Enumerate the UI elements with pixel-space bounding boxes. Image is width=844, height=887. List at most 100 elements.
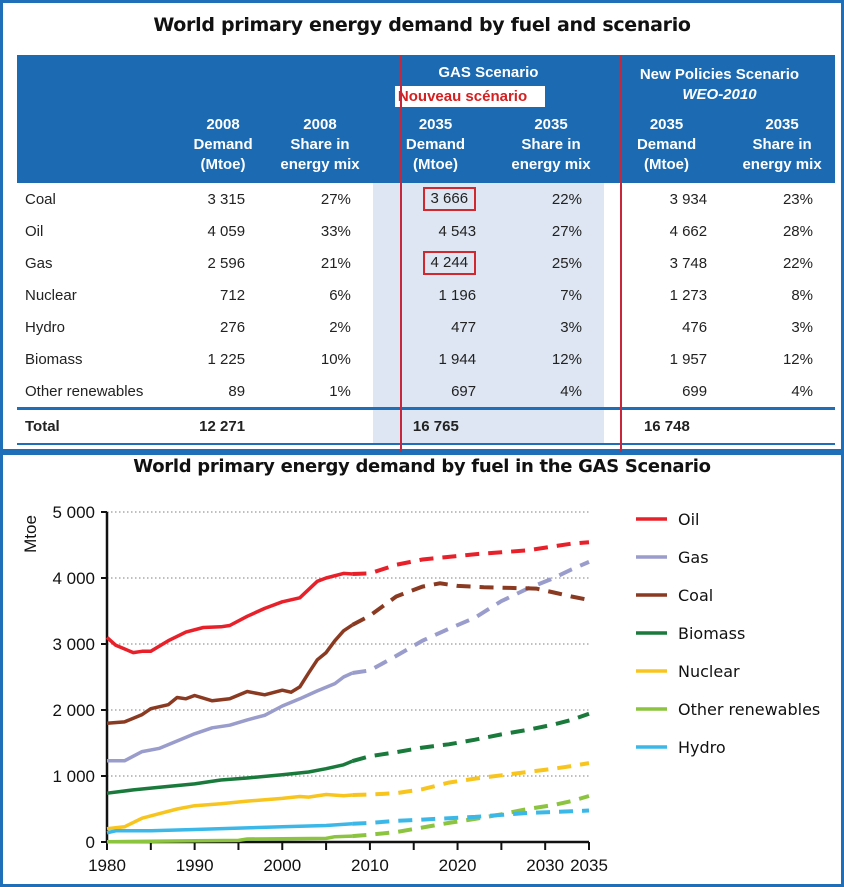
y-axis-label: Mtoe [21,515,40,553]
cell-np-s: 12% [782,350,813,368]
header-blank [17,155,179,183]
nouveau-scenario-note: Nouveau scénario [394,86,546,107]
cell-gas-d: 1 196 [372,279,499,311]
fuel-name: Other renewables [25,382,144,400]
column-header-year: 2035 [372,107,499,135]
cell-np-s: 8% [791,286,813,304]
cell-gas-d: 697 [372,375,499,409]
chart-panel [0,452,844,887]
y-tick-label: 4 000 [52,569,95,588]
column-header-unit: (Mtoe) [179,155,268,183]
new-policies-label: New Policies Scenario [639,66,800,83]
x-tick-label: 2030 [526,856,564,875]
gas-scenario-right-border [620,55,622,452]
cell-np-s: 23% [782,190,813,208]
cell-np-s: 4% [791,382,813,400]
highlighted-value: 4 244 [422,251,477,275]
cell-d2008: 1 225 [207,350,246,368]
column-header-metric: Demand [179,135,268,155]
cell-gas-s: 25% [498,247,604,279]
fuel-name: Biomass [25,350,83,368]
y-tick-label: 1 000 [52,767,95,786]
empty-cell [267,407,373,445]
total-gas-2035: 16 765 [372,407,499,445]
cell-s2008: 21% [320,254,351,272]
legend-label-nuclear: Nuclear [678,662,740,681]
y-tick-label: 0 [86,833,95,852]
chart-title: World primary energy demand by fuel in t… [133,456,711,477]
cell-s2008: 33% [320,222,351,240]
x-tick-label: 1980 [88,856,126,875]
fuel-name: Nuclear [25,286,77,304]
cell-np-d: 699 [682,382,708,400]
cell-np-s: 22% [782,254,813,272]
series-oil-historical [105,571,353,655]
legend-label-biomass: Biomass [678,624,745,643]
cell-d2008: 2 596 [207,254,246,272]
cell-gas-s: 22% [498,183,604,215]
gas-scenario-header: GAS Scenario Nouveau scénario [372,55,604,107]
series-hydro-historical [106,822,353,835]
cell-gas-d: 4 244 [372,247,499,279]
cell-gas-s: 3% [498,311,604,343]
column-header-metric: Demand [603,135,730,155]
column-header-year: 2035 [729,107,835,135]
series-coal-projection [351,581,590,627]
column-header-unit: energy mix [729,155,835,183]
cell-np-s: 3% [791,318,813,336]
legend-label-gas: Gas [678,548,709,567]
cell-s2008: 10% [320,350,351,368]
highlighted-value: 3 666 [422,187,477,211]
table-panel [0,0,844,452]
table-row: Other renewables 89 1% 697 4% 699 4% [17,375,835,409]
cell-np-d: 4 662 [669,222,708,240]
total-2008: 12 271 [179,407,268,445]
cell-gas-d: 1 944 [372,343,499,375]
column-header-year: 2035 [603,107,730,135]
fuel-name: Hydro [25,318,66,336]
year-header-row: 2008 2008 2035 2035 2035 2035 [17,107,835,135]
cell-d2008: 276 [220,318,246,336]
cell-np-d: 3 748 [669,254,708,272]
series-oil-projection [352,540,590,576]
cell-np-s: 28% [782,222,813,240]
cell-gas-d: 477 [372,311,499,343]
cell-s2008: 27% [320,190,351,208]
table-row: Nuclear 712 6% 1 196 7% 1 273 8% [17,279,835,311]
column-header-metric: Demand [372,135,499,155]
unit-header-row: (Mtoe) energy mix (Mtoe) energy mix (Mtoe) en… [17,155,835,183]
column-header-unit: (Mtoe) [372,155,499,183]
cell-d2008: 3 315 [207,190,246,208]
empty-cell [498,407,604,445]
x-tick-label: 2010 [351,856,389,875]
column-header-unit: energy mix [267,155,373,183]
legend-label-oil: Oil [678,510,699,529]
cell-s2008: 2% [329,318,351,336]
header-blank [17,55,179,107]
series-hydro-projection [352,808,590,826]
column-header-year: 2008 [179,107,268,135]
series-nuclear-historical [106,792,353,831]
legend-label-hydro: Hydro [678,738,726,757]
table-row: Hydro 276 2% 477 3% 476 3% [17,311,835,343]
y-tick-label: 2 000 [52,701,95,720]
total-label: Total [17,407,179,445]
table-row: Gas 2 596 21% 4 244 25% 3 748 22% [17,247,835,279]
column-header-year: 2035 [498,107,604,135]
weo-2010-label: WEO-2010 [682,86,757,103]
cell-gas-s: 4% [498,375,604,409]
cell-gas-s: 12% [498,343,604,375]
header-blank [179,55,268,107]
cell-np-d: 1 273 [669,286,708,304]
cell-np-d: 476 [682,318,708,336]
x-tick-label: 1990 [176,856,214,875]
total-row: Total 12 271 16 765 16 748 [17,407,835,445]
table-title: World primary energy demand by fuel and … [153,14,691,36]
x-tick-label: 2035 [570,856,608,875]
x-tick-label: 2020 [439,856,477,875]
new-policies-scenario-header: New Policies Scenario WEO-2010 [603,55,835,107]
column-header-metric: Share in [729,135,835,155]
series-other-renewables-historical [106,834,353,844]
fuel-name: Oil [25,222,44,240]
column-header-unit: energy mix [498,155,604,183]
